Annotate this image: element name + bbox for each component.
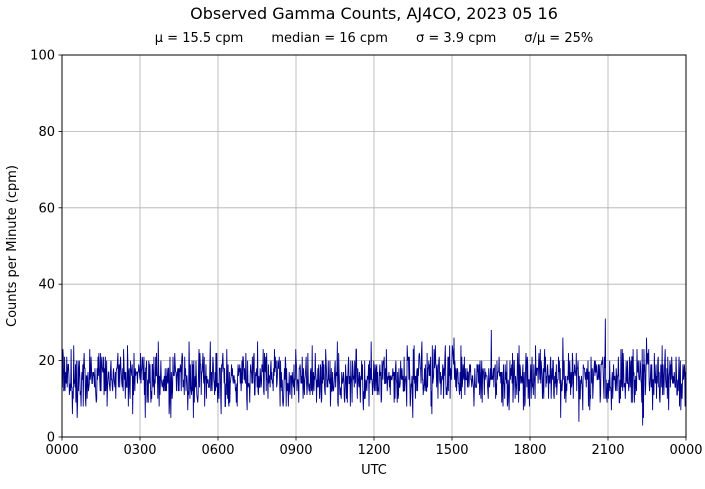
y-tick-label: 20 — [38, 354, 55, 369]
x-tick-label: 1800 — [513, 443, 546, 458]
stat-sigma: σ = 3.9 cpm — [415, 31, 497, 46]
y-tick-label: 0 — [47, 431, 55, 446]
x-tick-label: 0600 — [201, 443, 234, 458]
x-tick-label: 0300 — [123, 443, 156, 458]
chart-stats-subtitle: μ = 15.5 cpm median = 16 cpm σ = 3.9 cpm… — [62, 31, 686, 46]
x-tick-label: 2100 — [591, 443, 624, 458]
x-axis-label: UTC — [361, 463, 387, 478]
x-tick-label: 0000 — [45, 443, 78, 458]
y-tick-label: 80 — [38, 125, 55, 140]
stat-mean: μ = 15.5 cpm — [154, 31, 244, 46]
x-tick-label: 0900 — [279, 443, 312, 458]
y-tick-label: 100 — [30, 49, 55, 64]
stat-median: median = 16 cpm — [271, 31, 388, 46]
x-tick-label: 1200 — [357, 443, 390, 458]
y-tick-label: 40 — [38, 278, 55, 293]
gamma-counts-series-line — [61, 318, 687, 426]
y-tick-label: 60 — [38, 201, 55, 216]
x-tick-label: 0000 — [669, 443, 702, 458]
x-tick-label: 1500 — [435, 443, 468, 458]
chart-title: Observed Gamma Counts, AJ4CO, 2023 05 16 — [190, 4, 558, 23]
y-axis-label: Counts per Minute (cpm) — [5, 165, 20, 327]
stat-sigma-ratio: σ/μ = 25% — [524, 31, 594, 46]
